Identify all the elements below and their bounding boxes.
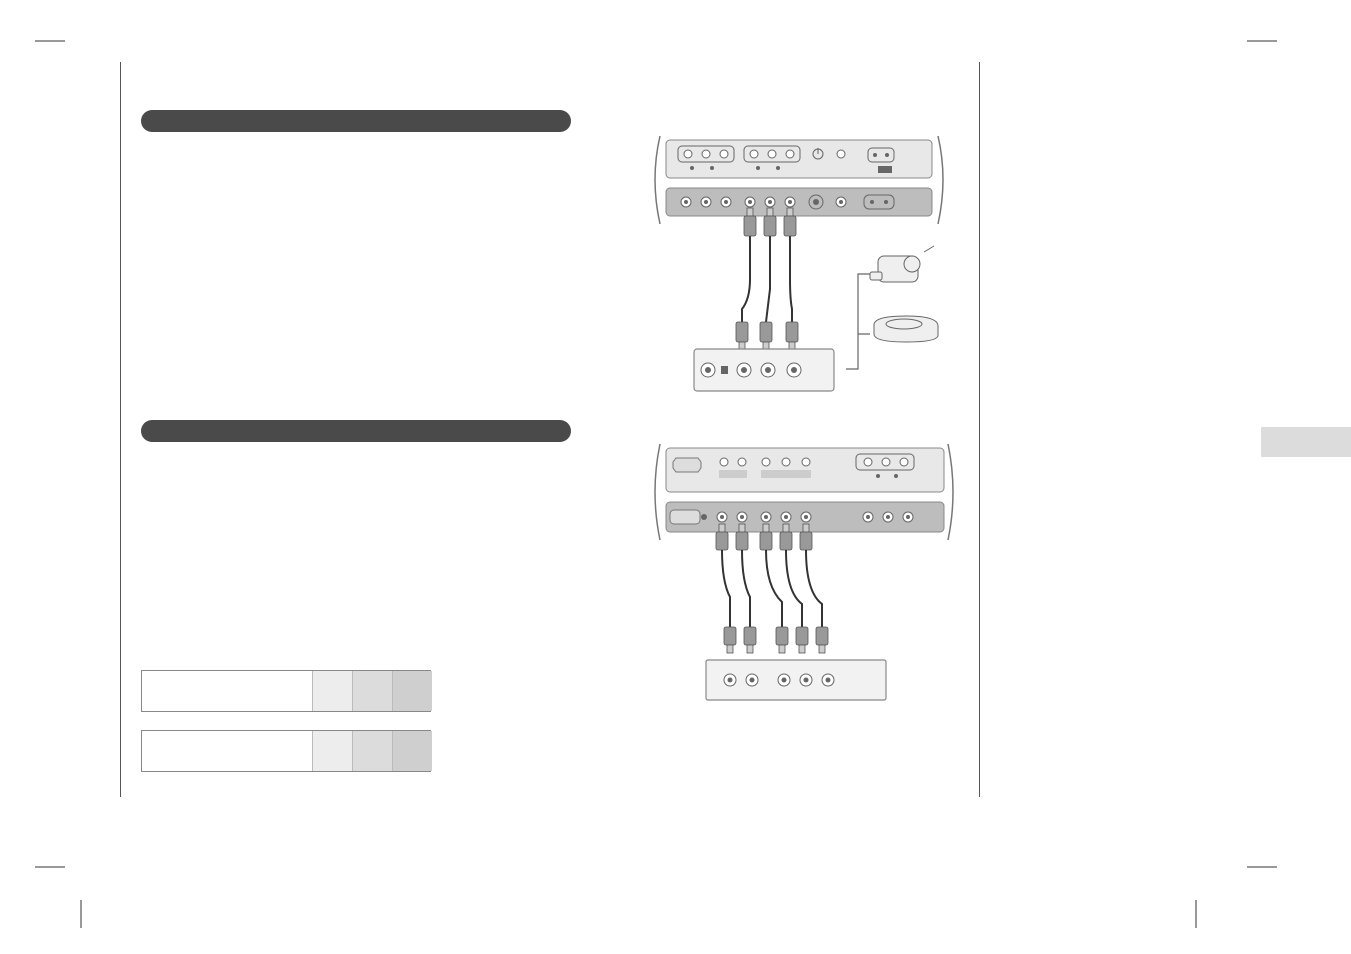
crop-mark bbox=[35, 40, 65, 42]
settings-table-2 bbox=[141, 730, 431, 772]
rca-plugs-top bbox=[744, 208, 796, 236]
section-heading-2 bbox=[141, 420, 571, 442]
crop-mark bbox=[1195, 900, 1197, 928]
crop-mark bbox=[80, 900, 82, 928]
table-cell bbox=[392, 671, 432, 711]
table-cell bbox=[392, 731, 432, 771]
section-heading-1 bbox=[141, 110, 571, 132]
table-cell bbox=[352, 731, 392, 771]
table-cell bbox=[312, 731, 352, 771]
table-cell bbox=[312, 671, 352, 711]
table-cell bbox=[142, 731, 312, 771]
settings-table-1 bbox=[141, 670, 431, 712]
av-input-diagram bbox=[646, 134, 966, 409]
crop-mark bbox=[1247, 40, 1277, 42]
table-cell bbox=[352, 671, 392, 711]
rca-plugs-bottom bbox=[736, 322, 798, 350]
page-frame bbox=[120, 62, 980, 797]
disc-player-icon bbox=[874, 316, 938, 342]
camcorder-icon bbox=[870, 246, 934, 282]
chapter-tab bbox=[1261, 427, 1351, 457]
component-audio-diagram bbox=[646, 442, 966, 727]
crop-mark bbox=[1247, 866, 1277, 868]
table-cell bbox=[142, 671, 312, 711]
crop-mark bbox=[35, 866, 65, 868]
